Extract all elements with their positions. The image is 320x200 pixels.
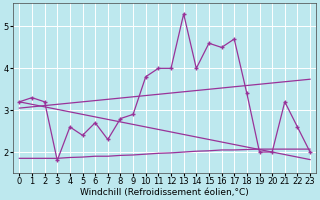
X-axis label: Windchill (Refroidissement éolien,°C): Windchill (Refroidissement éolien,°C): [80, 188, 249, 197]
